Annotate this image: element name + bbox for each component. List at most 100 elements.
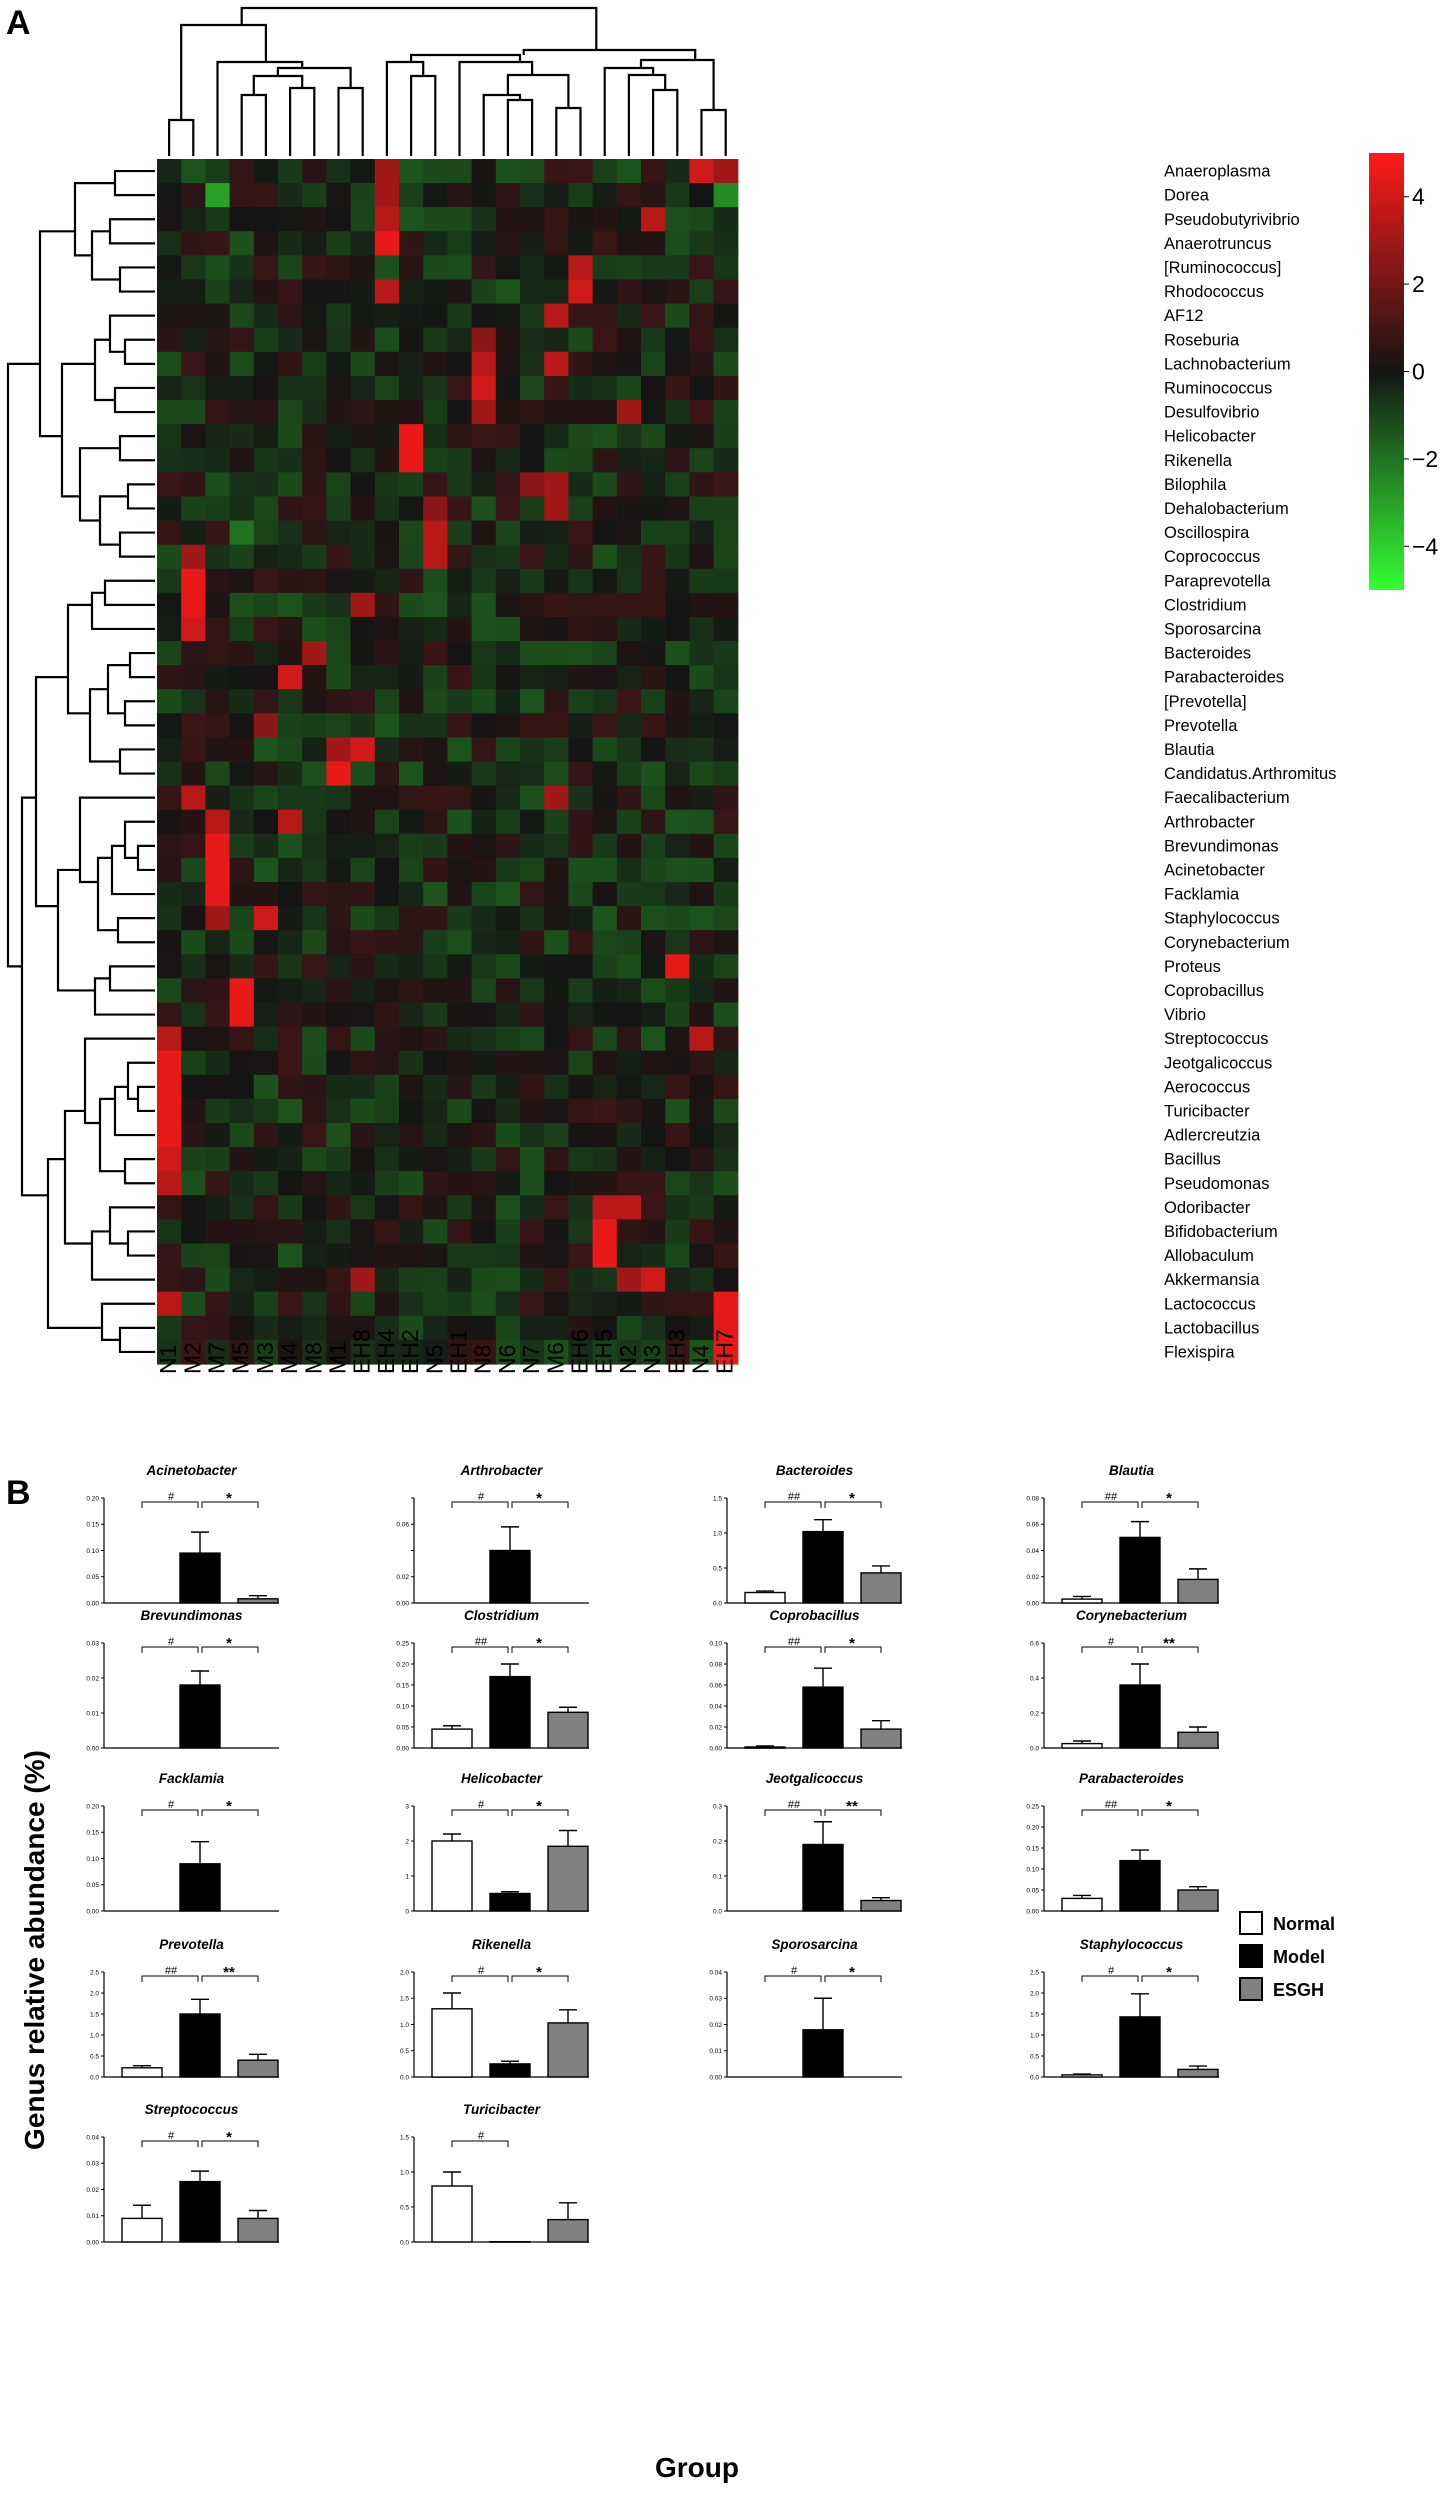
heatmap-cell [520, 520, 545, 546]
heatmap-cell [253, 448, 279, 473]
heatmap-cell [616, 520, 642, 546]
heatmap-cell [157, 616, 182, 642]
heatmap-cell [350, 882, 376, 907]
heatmap-cell [423, 424, 448, 449]
heatmap-column-label: M8 [300, 1342, 326, 1374]
heatmap-cell [157, 1098, 182, 1124]
heatmap-cell [253, 1339, 279, 1365]
heatmap-cell [181, 207, 206, 232]
heatmap-cell [544, 954, 569, 979]
heatmap-cell [423, 1123, 448, 1148]
heatmap-cell [592, 400, 618, 425]
dendrogram-branch [108, 965, 155, 992]
heatmap-cell [447, 351, 473, 377]
heatmap-cell [592, 906, 618, 931]
bar [1119, 2016, 1161, 2078]
heatmap-cell [350, 616, 376, 642]
heatmap-cell [278, 1171, 303, 1196]
heatmap-cell [229, 809, 255, 835]
bar-y-tick: 0.2 [1030, 1710, 1039, 1717]
significance-mark: * [849, 1964, 855, 1981]
heatmap-cell [520, 375, 545, 401]
heatmap-cell [302, 713, 327, 738]
heatmap-cell [495, 496, 521, 522]
heatmap-cell [713, 1098, 739, 1124]
heatmap-cell [253, 882, 279, 907]
heatmap-cell [278, 351, 303, 377]
bar-y-tick: 3 [405, 1803, 409, 1810]
heatmap-cell [229, 1123, 255, 1148]
heatmap-cell [253, 1026, 279, 1052]
heatmap-cell [689, 520, 715, 546]
significance-mark: * [536, 1635, 542, 1652]
heatmap-cell [665, 809, 690, 835]
heatmap-cell [616, 1050, 642, 1076]
heatmap-cell [471, 375, 497, 401]
bar-y-tick: 0.5 [1030, 2053, 1039, 2060]
heatmap-cell [495, 665, 521, 690]
heatmap-cell [374, 930, 400, 955]
bar-y-tick: 0.15 [396, 1682, 409, 1689]
bar-y-tick: 1.5 [90, 2011, 99, 2018]
heatmap-cell [253, 665, 279, 690]
significance-mark: # [791, 1965, 798, 1977]
heatmap-cell [520, 785, 545, 811]
significance-bracket [511, 1809, 569, 1816]
heatmap-cell [399, 472, 424, 497]
heatmap-cell [544, 448, 569, 473]
heatmap-cell [229, 1267, 255, 1293]
heatmap-cell [326, 1339, 352, 1365]
heatmap-cell [278, 448, 303, 473]
significance-bracket [1081, 1975, 1139, 1982]
heatmap-cell [253, 1315, 279, 1341]
dendrogram-branch [108, 1206, 155, 1245]
heatmap-cell [616, 616, 642, 642]
dendrogram-branch [240, 93, 267, 156]
heatmap-cell [423, 857, 448, 883]
bar-panel-title: Corynebacterium [1076, 1608, 1187, 1623]
heatmap-cell [471, 689, 497, 714]
heatmap-cell [471, 520, 497, 546]
heatmap-row-label: Helicobacter [1164, 428, 1256, 446]
heatmap-cell [592, 954, 618, 979]
heatmap-cell [471, 400, 497, 425]
heatmap-cell [399, 882, 424, 907]
dendrogram-branch [136, 844, 155, 872]
bar [431, 1840, 473, 1912]
heatmap-cell [641, 1026, 666, 1052]
heatmap-column-label: N3 [639, 1345, 665, 1374]
heatmap-cell [520, 1219, 545, 1245]
heatmap-cell [495, 424, 521, 449]
heatmap-cell [665, 375, 690, 401]
heatmap-cell [253, 279, 279, 305]
heatmap-cell [616, 231, 642, 256]
heatmap-cell [665, 327, 690, 353]
heatmap-cell [641, 1098, 666, 1124]
heatmap-cell [253, 930, 279, 955]
heatmap-cell [592, 159, 618, 184]
heatmap-cell [495, 279, 521, 305]
heatmap-cell [399, 978, 424, 1004]
heatmap-cell [350, 978, 376, 1004]
heatmap-cell [278, 761, 303, 787]
significance-bracket [1081, 1646, 1139, 1653]
heatmap-cell [350, 1098, 376, 1124]
heatmap-cell [326, 568, 352, 594]
significance-bracket [141, 1501, 199, 1508]
heatmap-cell [278, 1098, 303, 1124]
heatmap-column-label: EH7 [712, 1329, 738, 1374]
heatmap-cell [157, 351, 182, 377]
heatmap-cell [713, 424, 739, 449]
heatmap-cell [641, 327, 666, 353]
heatmap-cell [399, 327, 424, 353]
heatmap-cell [544, 882, 569, 907]
heatmap-cell [471, 1315, 497, 1341]
heatmap-cell [423, 255, 448, 281]
heatmap-cell [616, 1339, 642, 1365]
heatmap-cell [326, 616, 352, 642]
heatmap-cell [374, 231, 400, 256]
heatmap-cell [471, 1098, 497, 1124]
heatmap-cell [495, 351, 521, 377]
